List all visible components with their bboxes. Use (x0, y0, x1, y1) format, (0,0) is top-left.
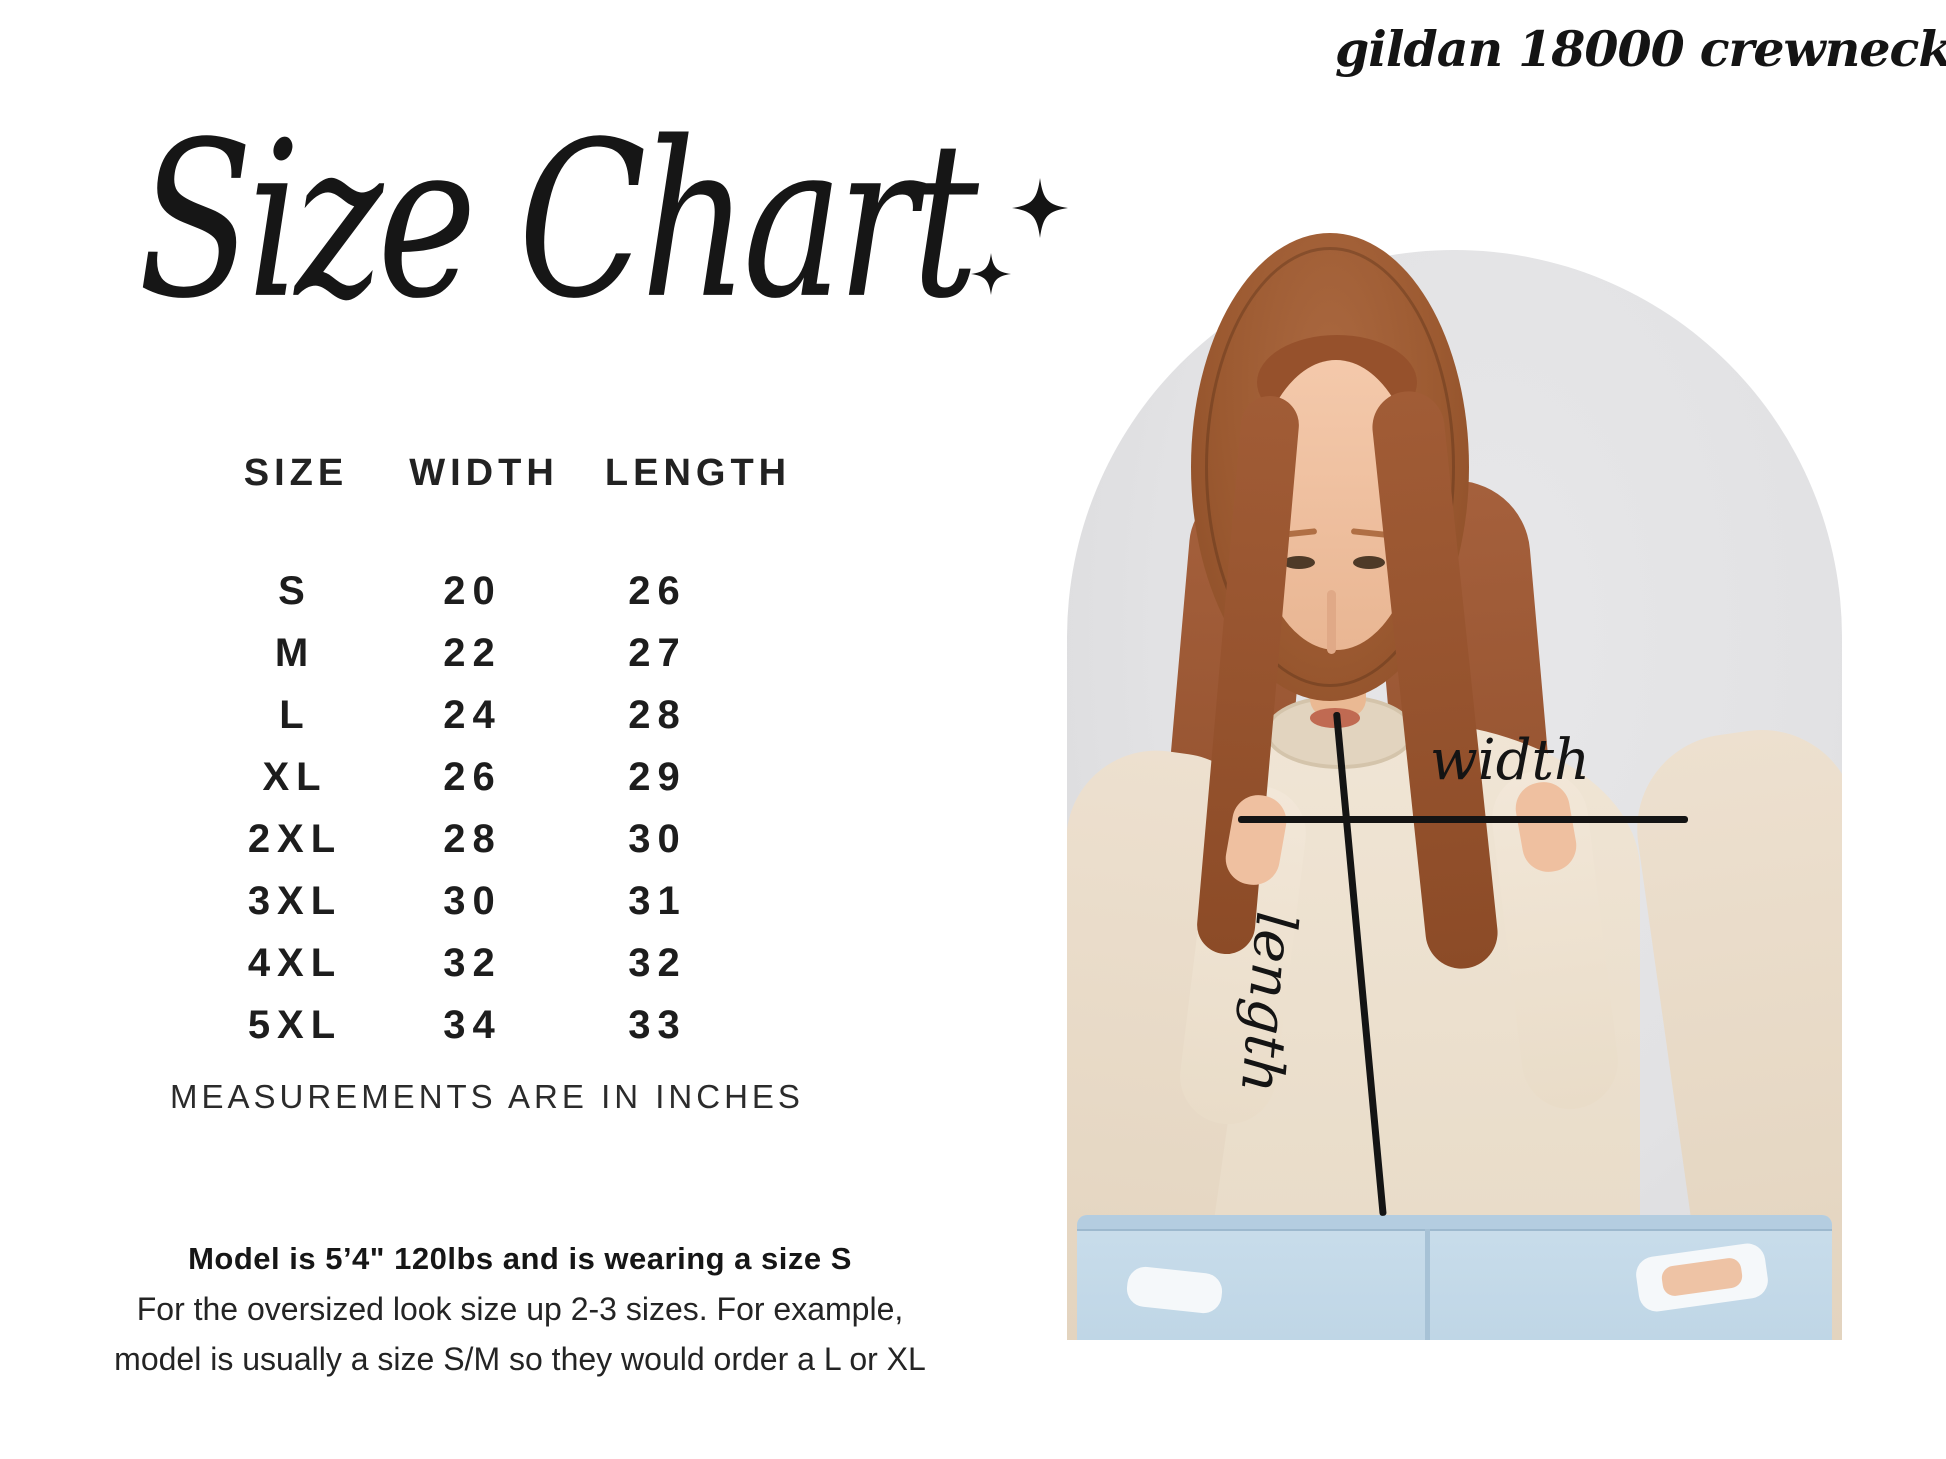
table-cell-length: 26 (628, 568, 687, 613)
table-cell-width: 32 (443, 940, 502, 985)
table-cell-length: 28 (628, 692, 687, 737)
column-header-size: SIZE (243, 452, 349, 494)
model-jeans (1077, 1215, 1832, 1340)
table-cell-size: S (278, 568, 312, 613)
model-info-note: Model is 5’4" 120lbs and is wearing a si… (188, 1241, 852, 1276)
model-photo: width length (1067, 230, 1842, 1340)
jeans-seam (1425, 1229, 1430, 1340)
column-header-width: WIDTH (409, 452, 559, 494)
table-cell-width: 30 (443, 878, 502, 923)
table-cell-length: 29 (628, 754, 687, 799)
jeans-rip (1125, 1265, 1224, 1315)
units-note: MEASUREMENTS ARE IN INCHES (170, 1078, 804, 1115)
page-title: Size Chart (138, 95, 979, 347)
table-cell-width: 26 (443, 754, 502, 799)
table-cell-width: 28 (443, 816, 502, 861)
table-cell-width: 20 (443, 568, 502, 613)
table-cell-length: 31 (628, 878, 687, 923)
model-eye (1353, 556, 1385, 569)
model-nose (1327, 590, 1336, 654)
sizing-tip-line2: model is usually a size S/M so they woul… (114, 1341, 926, 1377)
width-label: width (1429, 728, 1591, 793)
model-eye (1283, 556, 1315, 569)
size-table: S 20 26 M 22 27 L 24 28 XL 26 29 2XL 28 … (200, 560, 760, 1056)
table-cell-size: 5XL (247, 1002, 343, 1047)
table-cell-length: 27 (628, 630, 687, 675)
table-cell-length: 32 (628, 940, 687, 985)
column-header-length: LENGTH (604, 452, 792, 494)
sizing-tip-line1: For the oversized look size up 2-3 sizes… (136, 1291, 904, 1327)
sparkle-stars-icon (971, 178, 1068, 295)
brand-label: gildan 18000 crewneck (1335, 20, 1946, 78)
table-cell-size: 2XL (247, 816, 343, 861)
table-cell-width: 34 (443, 1002, 502, 1047)
table-cell-size: L (279, 692, 311, 737)
jeans-waistband (1077, 1215, 1832, 1231)
table-cell-size: M (274, 630, 316, 675)
table-cell-length: 30 (628, 816, 687, 861)
table-cell-size: 4XL (247, 940, 343, 985)
hat-brim-stitch (1205, 247, 1455, 687)
table-cell-width: 24 (443, 692, 502, 737)
table-cell-size: XL (262, 754, 328, 799)
width-measure-line (1238, 816, 1688, 823)
table-cell-width: 22 (443, 630, 502, 675)
table-cell-size: 3XL (247, 878, 343, 923)
table-cell-length: 33 (628, 1002, 687, 1047)
